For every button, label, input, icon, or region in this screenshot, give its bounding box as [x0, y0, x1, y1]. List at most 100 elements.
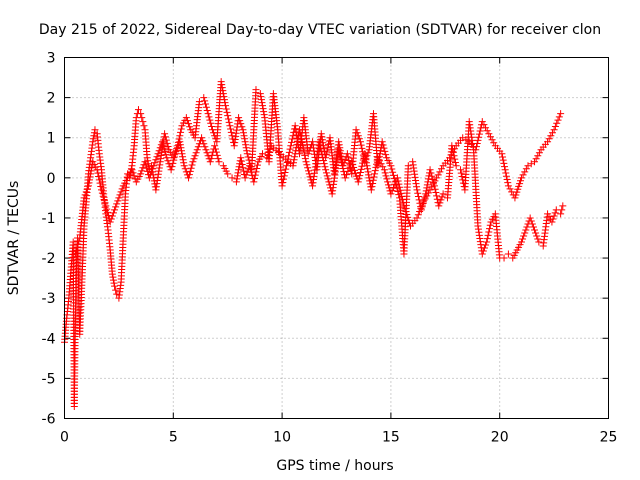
data-point: [517, 177, 525, 185]
data-point: [232, 178, 240, 186]
data-point: [153, 153, 161, 161]
data-point: [382, 172, 390, 180]
data-point: [112, 203, 120, 211]
data-point: [145, 174, 153, 182]
data-point: [336, 152, 344, 160]
data-point: [299, 145, 307, 153]
data-point: [398, 193, 406, 201]
data-point: [322, 169, 330, 177]
data-point: [486, 133, 494, 141]
data-point: [300, 148, 308, 156]
data-point: [433, 192, 441, 200]
data-point: [227, 128, 235, 136]
data-point: [319, 156, 327, 164]
data-point: [198, 134, 206, 142]
data-point: [551, 209, 559, 217]
data-point: [533, 232, 541, 240]
data-point: [243, 150, 251, 158]
data-point: [421, 195, 429, 203]
data-point: [242, 144, 250, 152]
data-point: [115, 194, 123, 202]
data-point: [399, 196, 407, 204]
data-point: [223, 108, 231, 116]
data-point: [260, 108, 268, 116]
data-point: [511, 194, 519, 202]
data-point: [535, 149, 543, 157]
data-point: [225, 118, 233, 126]
data-point: [117, 188, 125, 196]
data-point: [514, 185, 522, 193]
data-point: [282, 162, 290, 170]
data-point: [482, 124, 490, 132]
data-point: [317, 147, 325, 155]
data-point: [239, 129, 247, 137]
x-tick-label: 20: [491, 430, 509, 446]
data-point: [527, 217, 535, 225]
data-point: [251, 175, 259, 183]
data-point: [364, 165, 372, 173]
data-point: [376, 150, 384, 158]
data-point: [169, 159, 177, 167]
data-point: [237, 157, 245, 165]
data-point: [344, 153, 352, 161]
data-point: [228, 174, 236, 182]
series-sdtvar-2: [71, 110, 565, 258]
data-point: [414, 211, 422, 219]
data-point: [170, 156, 178, 164]
data-point: [251, 171, 259, 179]
data-point: [118, 185, 126, 193]
data-point: [472, 143, 480, 151]
data-point: [349, 161, 357, 169]
data-point: [158, 138, 166, 146]
data-point: [517, 238, 525, 246]
data-point: [191, 152, 199, 160]
data-point: [517, 174, 525, 182]
data-point: [194, 143, 202, 151]
data-point: [355, 135, 363, 143]
data-point: [547, 132, 555, 140]
data-point: [213, 151, 221, 159]
data-point: [186, 123, 194, 131]
data-point: [535, 238, 543, 246]
data-point: [141, 158, 149, 166]
data-point: [240, 167, 248, 175]
data-point: [97, 183, 105, 191]
data-point: [222, 102, 230, 110]
data-point: [449, 148, 457, 156]
data-point: [95, 172, 103, 180]
data-point: [241, 138, 249, 146]
data-point: [397, 189, 405, 197]
data-point: [240, 132, 248, 140]
data-point: [557, 110, 565, 118]
y-tick-label: -3: [42, 291, 56, 307]
data-point: [180, 159, 188, 167]
y-axis-label: SDTVAR / TECUs: [6, 181, 22, 296]
data-point: [177, 144, 185, 152]
data-point: [179, 156, 187, 164]
data-point: [292, 147, 300, 155]
data-point: [179, 153, 187, 161]
data-point: [345, 164, 353, 172]
data-point: [393, 174, 401, 182]
data-point: [264, 151, 272, 159]
data-point: [287, 142, 295, 150]
data-point: [554, 116, 562, 124]
y-tick-label: 3: [47, 51, 56, 67]
data-point: [242, 141, 250, 149]
data-point: [302, 158, 310, 166]
data-point: [149, 165, 157, 173]
data-point: [202, 100, 210, 108]
data-point: [81, 191, 89, 199]
data-point: [101, 199, 109, 207]
data-point: [205, 113, 213, 121]
data-point: [253, 161, 261, 169]
data-point: [188, 161, 196, 169]
data-point: [280, 172, 288, 180]
data-point: [291, 153, 299, 161]
data-point: [187, 164, 195, 172]
data-point: [263, 154, 271, 162]
data-point: [177, 147, 185, 155]
data-point: [550, 126, 558, 134]
data-point: [100, 195, 108, 203]
data-point: [86, 176, 94, 184]
